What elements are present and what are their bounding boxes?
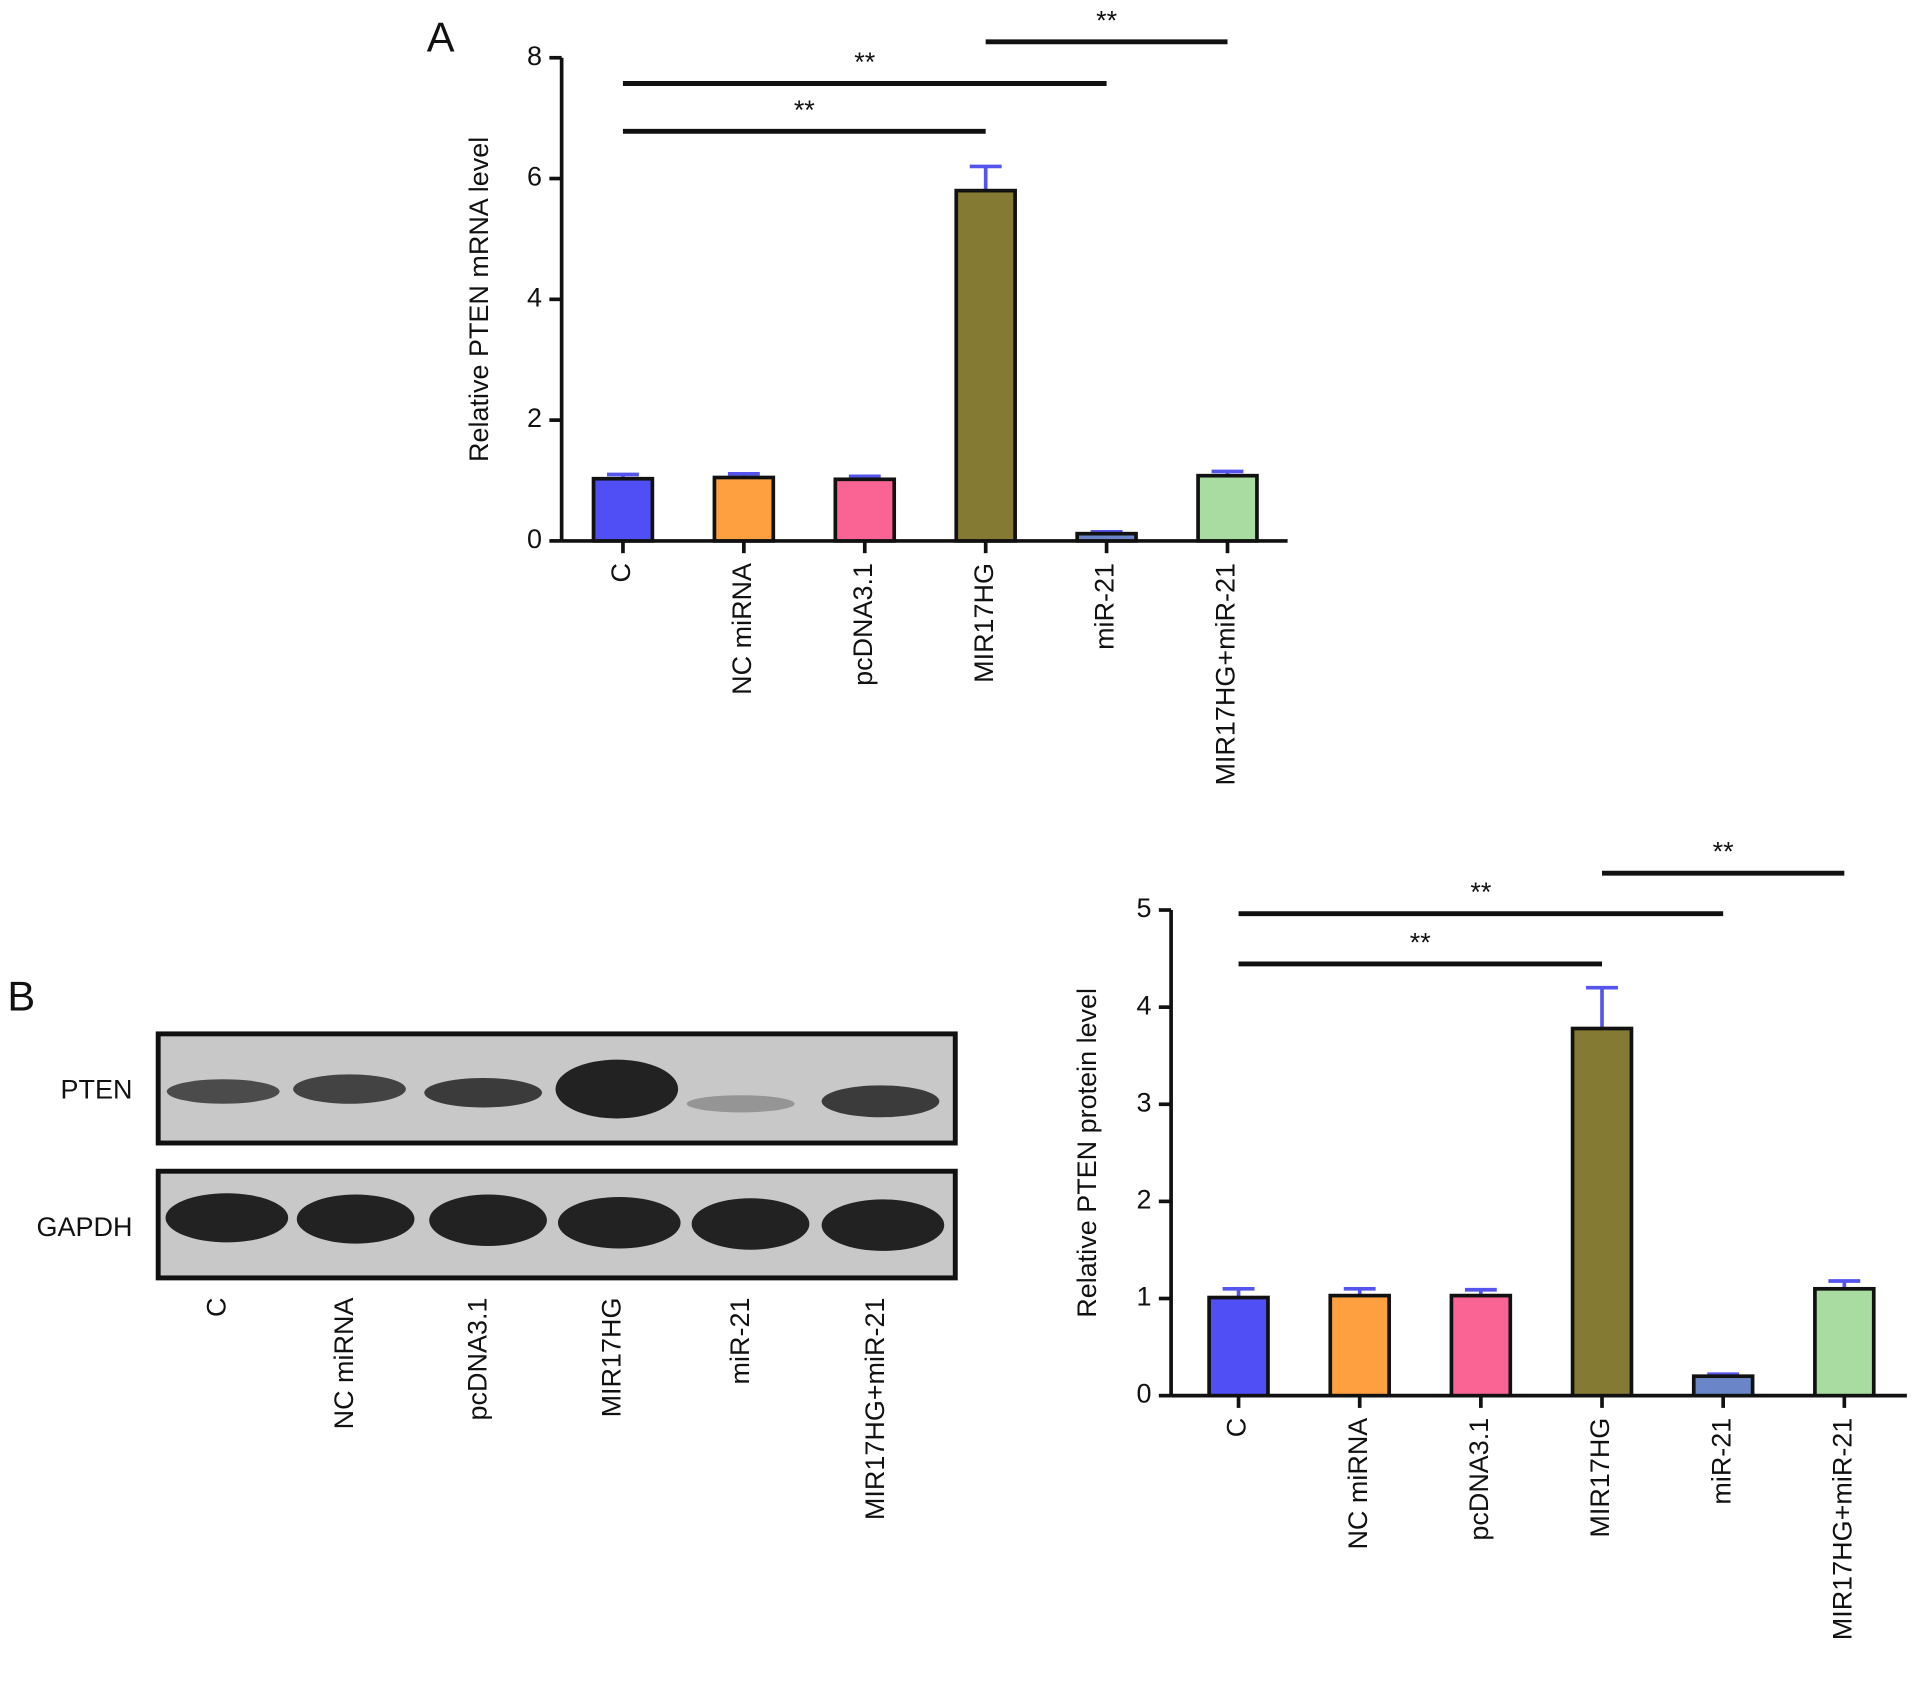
x-tick-label: pcDNA3.1 (848, 563, 878, 686)
x-tick-label: MIR17HG+miR-21 (1827, 1418, 1857, 1641)
x-tick-label: MIR17HG (969, 563, 999, 683)
band (165, 1193, 289, 1243)
bar (1449, 1293, 1513, 1398)
x-tick-label: miR-21 (1706, 1418, 1736, 1505)
bar (591, 476, 655, 543)
y-tick-label: 2 (1136, 1185, 1151, 1215)
western-blot: PTEN GAPDH (37, 1031, 958, 1281)
band (296, 1194, 415, 1244)
band (686, 1095, 795, 1113)
y-tick-label: 5 (1136, 893, 1151, 923)
band (166, 1079, 280, 1104)
band (424, 1078, 543, 1108)
band (557, 1196, 681, 1249)
panel-label: A (427, 14, 455, 61)
x-tick-label: MIR17HG+miR-21 (1211, 563, 1241, 786)
band (555, 1059, 679, 1119)
bar (1691, 1374, 1755, 1398)
bar (954, 188, 1017, 543)
significance-label: ** (794, 95, 815, 125)
y-tick-label: 2 (527, 403, 542, 433)
x-tick-label: C (606, 563, 636, 582)
bar (1813, 1286, 1876, 1398)
blot-row-label: GAPDH (37, 1212, 133, 1242)
significance-label: ** (854, 47, 875, 77)
y-tick-label: 0 (527, 524, 542, 554)
bar (833, 477, 897, 543)
y-tick-label: 1 (1136, 1282, 1151, 1312)
bands (165, 1059, 945, 1251)
band (821, 1199, 945, 1251)
y-axis-label: Relative PTEN mRNA level (464, 137, 494, 462)
band (429, 1194, 547, 1247)
bar (1570, 1026, 1634, 1398)
bar (1075, 531, 1138, 543)
x-tick-label: C (1222, 1418, 1252, 1437)
x-tick-label: pcDNA3.1 (1464, 1418, 1494, 1541)
y-axis-label: Relative PTEN protein level (1072, 988, 1102, 1318)
band (691, 1198, 810, 1250)
bar (1328, 1293, 1391, 1398)
x-tick-label: MIR17HG (1585, 1418, 1615, 1538)
bar (1207, 1295, 1270, 1398)
lane-label: MIR17HG (596, 1298, 626, 1418)
x-tick-label: NC miRNA (727, 563, 757, 695)
y-tick-label: 0 (1136, 1379, 1151, 1409)
panel-label: B (7, 973, 35, 1020)
significance-label: ** (1410, 927, 1431, 957)
lane-label: MIR17HG+miR-21 (860, 1298, 890, 1521)
significance-label: ** (1096, 5, 1117, 35)
lane-label: NC miRNA (329, 1298, 359, 1430)
y-tick-label: 8 (527, 41, 542, 71)
bar (712, 475, 776, 543)
y-tick-label: 4 (527, 282, 542, 312)
y-tick-label: 4 (1136, 990, 1151, 1020)
y-tick-label: 3 (1136, 1087, 1151, 1117)
band (293, 1074, 406, 1104)
significance-label: ** (1713, 837, 1734, 867)
x-tick-label: NC miRNA (1343, 1418, 1373, 1550)
significance-label: ** (1470, 877, 1491, 907)
band (821, 1085, 940, 1118)
y-tick-label: 6 (527, 162, 542, 192)
blot-row-label: PTEN (61, 1075, 133, 1105)
x-tick-label: miR-21 (1090, 563, 1120, 650)
lane-label: C (201, 1298, 231, 1317)
lane-label: miR-21 (725, 1298, 755, 1385)
lane-label: pcDNA3.1 (463, 1298, 493, 1421)
bar (1196, 473, 1259, 543)
